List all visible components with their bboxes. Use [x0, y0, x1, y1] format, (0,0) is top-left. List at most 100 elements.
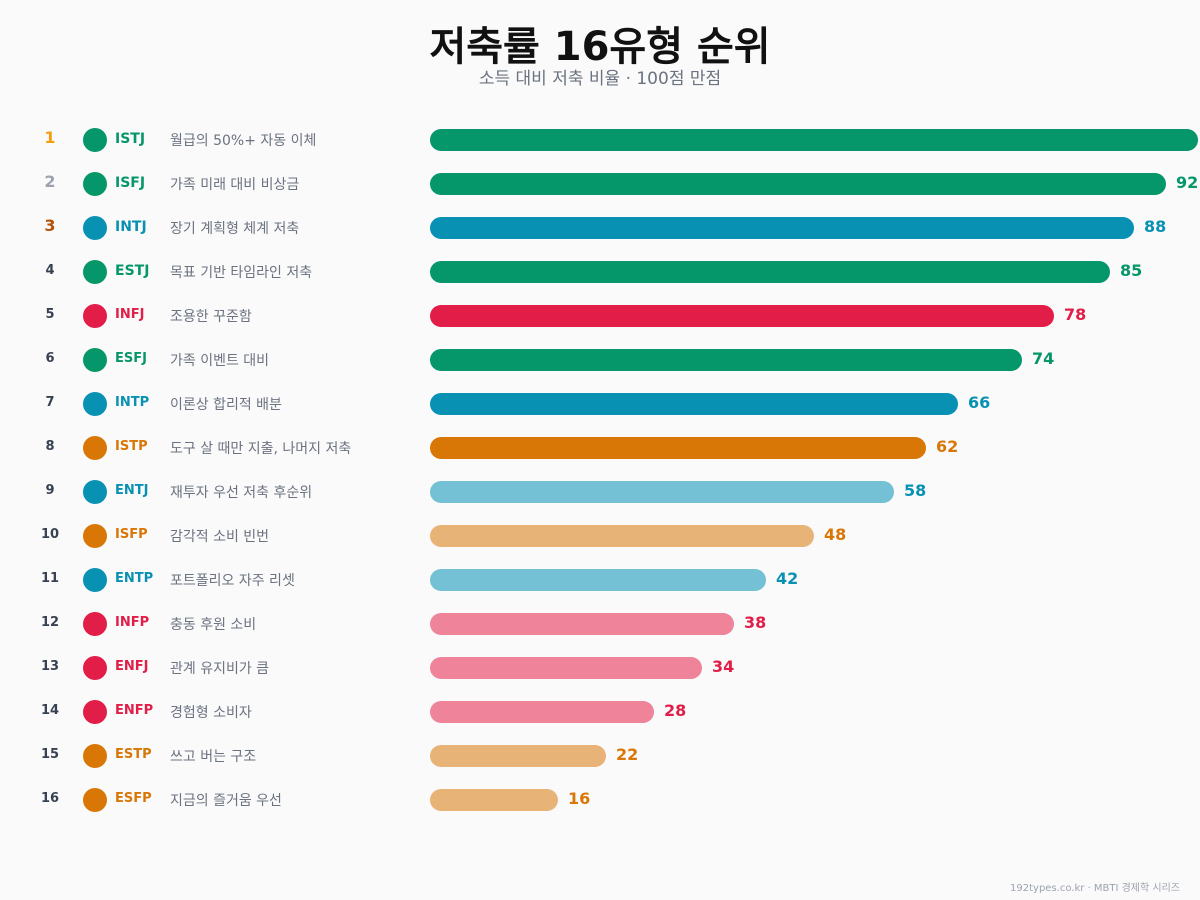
- type-color-dot: [83, 304, 107, 328]
- bar: [430, 525, 814, 547]
- mbti-type-label: ESTP: [115, 747, 152, 762]
- value-label: 62: [936, 437, 959, 456]
- mbti-type-label: INTP: [115, 395, 150, 410]
- type-description: 경험형 소비자: [170, 705, 252, 721]
- bar: [430, 745, 606, 767]
- chart-row: 9 ENTJ 재투자 우선 저축 후순위 58: [0, 470, 1200, 514]
- chart-row: 16 ESFP 지금의 즐거움 우선 16: [0, 778, 1200, 822]
- bar: [430, 173, 1166, 195]
- mbti-type-label: ENFJ: [115, 659, 149, 674]
- rank-number: 11: [40, 571, 60, 586]
- value-label: 42: [776, 569, 799, 588]
- type-description: 목표 기반 타임라인 저축: [170, 265, 313, 281]
- rank-number: 12: [40, 615, 60, 630]
- chart-row: 11 ENTP 포트폴리오 자주 리셋 42: [0, 558, 1200, 602]
- type-description: 가족 이벤트 대비: [170, 353, 270, 369]
- rank-number: 13: [40, 659, 60, 674]
- rank-number: 9: [45, 483, 55, 498]
- chart-row: 12 INFP 충동 후원 소비 38: [0, 602, 1200, 646]
- bar: [430, 217, 1134, 239]
- type-color-dot: [83, 568, 107, 592]
- bar: [430, 657, 702, 679]
- type-color-dot: [83, 348, 107, 372]
- rank-number: 4: [45, 263, 55, 278]
- value-label: 74: [1032, 349, 1055, 368]
- type-color-dot: [83, 788, 107, 812]
- mbti-type-label: ESFJ: [115, 351, 147, 366]
- mbti-type-label: ISFJ: [115, 175, 146, 191]
- type-color-dot: [83, 656, 107, 680]
- chart-row: 6 ESFJ 가족 이벤트 대비 74: [0, 338, 1200, 382]
- type-color-dot: [83, 612, 107, 636]
- rank-number: 10: [40, 527, 60, 542]
- bar: [430, 261, 1110, 283]
- chart-row: 2 ISFJ 가족 미래 대비 비상금 92: [0, 162, 1200, 206]
- bar: [430, 129, 1198, 151]
- mbti-type-label: ESFP: [115, 791, 152, 806]
- mbti-type-label: ENTJ: [115, 483, 149, 498]
- chart-row: 10 ISFP 감각적 소비 빈번 48: [0, 514, 1200, 558]
- value-label: 58: [904, 481, 927, 500]
- type-color-dot: [83, 744, 107, 768]
- value-label: 92: [1176, 173, 1199, 192]
- footer-credit: 192types.co.kr · MBTI 경제학 시리즈: [1010, 883, 1180, 894]
- mbti-type-label: INTJ: [115, 219, 147, 235]
- rank-number: 6: [45, 351, 55, 366]
- value-label: 22: [616, 745, 639, 764]
- bar: [430, 701, 654, 723]
- chart-row: 14 ENFP 경험형 소비자 28: [0, 690, 1200, 734]
- type-description: 지금의 즐거움 우선: [170, 793, 282, 809]
- mbti-type-label: ISFP: [115, 527, 148, 542]
- chart-subtitle: 소득 대비 저축 비율 · 100점 만점: [478, 69, 722, 89]
- rank-number: 2: [44, 172, 56, 191]
- rank-number: 1: [44, 128, 56, 147]
- type-description: 포트폴리오 자주 리셋: [170, 573, 295, 589]
- value-label: 34: [712, 657, 735, 676]
- type-color-dot: [83, 216, 107, 240]
- type-description: 장기 계획형 체계 저축: [170, 221, 300, 237]
- value-label: 16: [568, 789, 591, 808]
- bar: [430, 569, 766, 591]
- value-label: 66: [968, 393, 991, 412]
- chart-row: 13 ENFJ 관계 유지비가 큼 34: [0, 646, 1200, 690]
- value-label: 85: [1120, 261, 1143, 280]
- type-color-dot: [83, 392, 107, 416]
- value-label: 48: [824, 525, 847, 544]
- type-description: 도구 살 때만 지출, 나머지 저축: [170, 441, 352, 457]
- bar: [430, 789, 558, 811]
- type-color-dot: [83, 700, 107, 724]
- chart-title: 저축률 16유형 순위: [429, 24, 771, 70]
- bar: [430, 613, 734, 635]
- value-label: 78: [1064, 305, 1087, 324]
- type-description: 가족 미래 대비 비상금: [170, 177, 300, 193]
- type-color-dot: [83, 436, 107, 460]
- type-description: 이론상 합리적 배분: [170, 397, 282, 413]
- rank-number: 16: [40, 791, 60, 806]
- bar: [430, 481, 894, 503]
- bar: [430, 349, 1022, 371]
- rank-number: 15: [40, 747, 60, 762]
- chart-row: 5 INFJ 조용한 꾸준함 78: [0, 294, 1200, 338]
- type-color-dot: [83, 260, 107, 284]
- bar: [430, 305, 1054, 327]
- chart-row: 3 INTJ 장기 계획형 체계 저축 88: [0, 206, 1200, 250]
- chart-row: 1 ISTJ 월급의 50%+ 자동 이체 96: [0, 118, 1200, 162]
- type-color-dot: [83, 172, 107, 196]
- chart-row: 15 ESTP 쓰고 버는 구조 22: [0, 734, 1200, 778]
- type-color-dot: [83, 128, 107, 152]
- chart-row: 4 ESTJ 목표 기반 타임라인 저축 85: [0, 250, 1200, 294]
- bar: [430, 437, 926, 459]
- type-color-dot: [83, 480, 107, 504]
- type-description: 쓰고 버는 구조: [170, 749, 257, 765]
- type-description: 관계 유지비가 큼: [170, 661, 270, 677]
- bar: [430, 393, 958, 415]
- mbti-type-label: ENTP: [115, 571, 154, 586]
- value-label: 88: [1144, 217, 1167, 236]
- rank-number: 8: [45, 439, 55, 454]
- mbti-type-label: ISTJ: [115, 131, 146, 147]
- type-description: 감각적 소비 빈번: [170, 529, 270, 545]
- type-color-dot: [83, 524, 107, 548]
- mbti-type-label: ENFP: [115, 703, 154, 718]
- rank-number: 7: [45, 395, 55, 410]
- type-description: 충동 후원 소비: [170, 617, 257, 633]
